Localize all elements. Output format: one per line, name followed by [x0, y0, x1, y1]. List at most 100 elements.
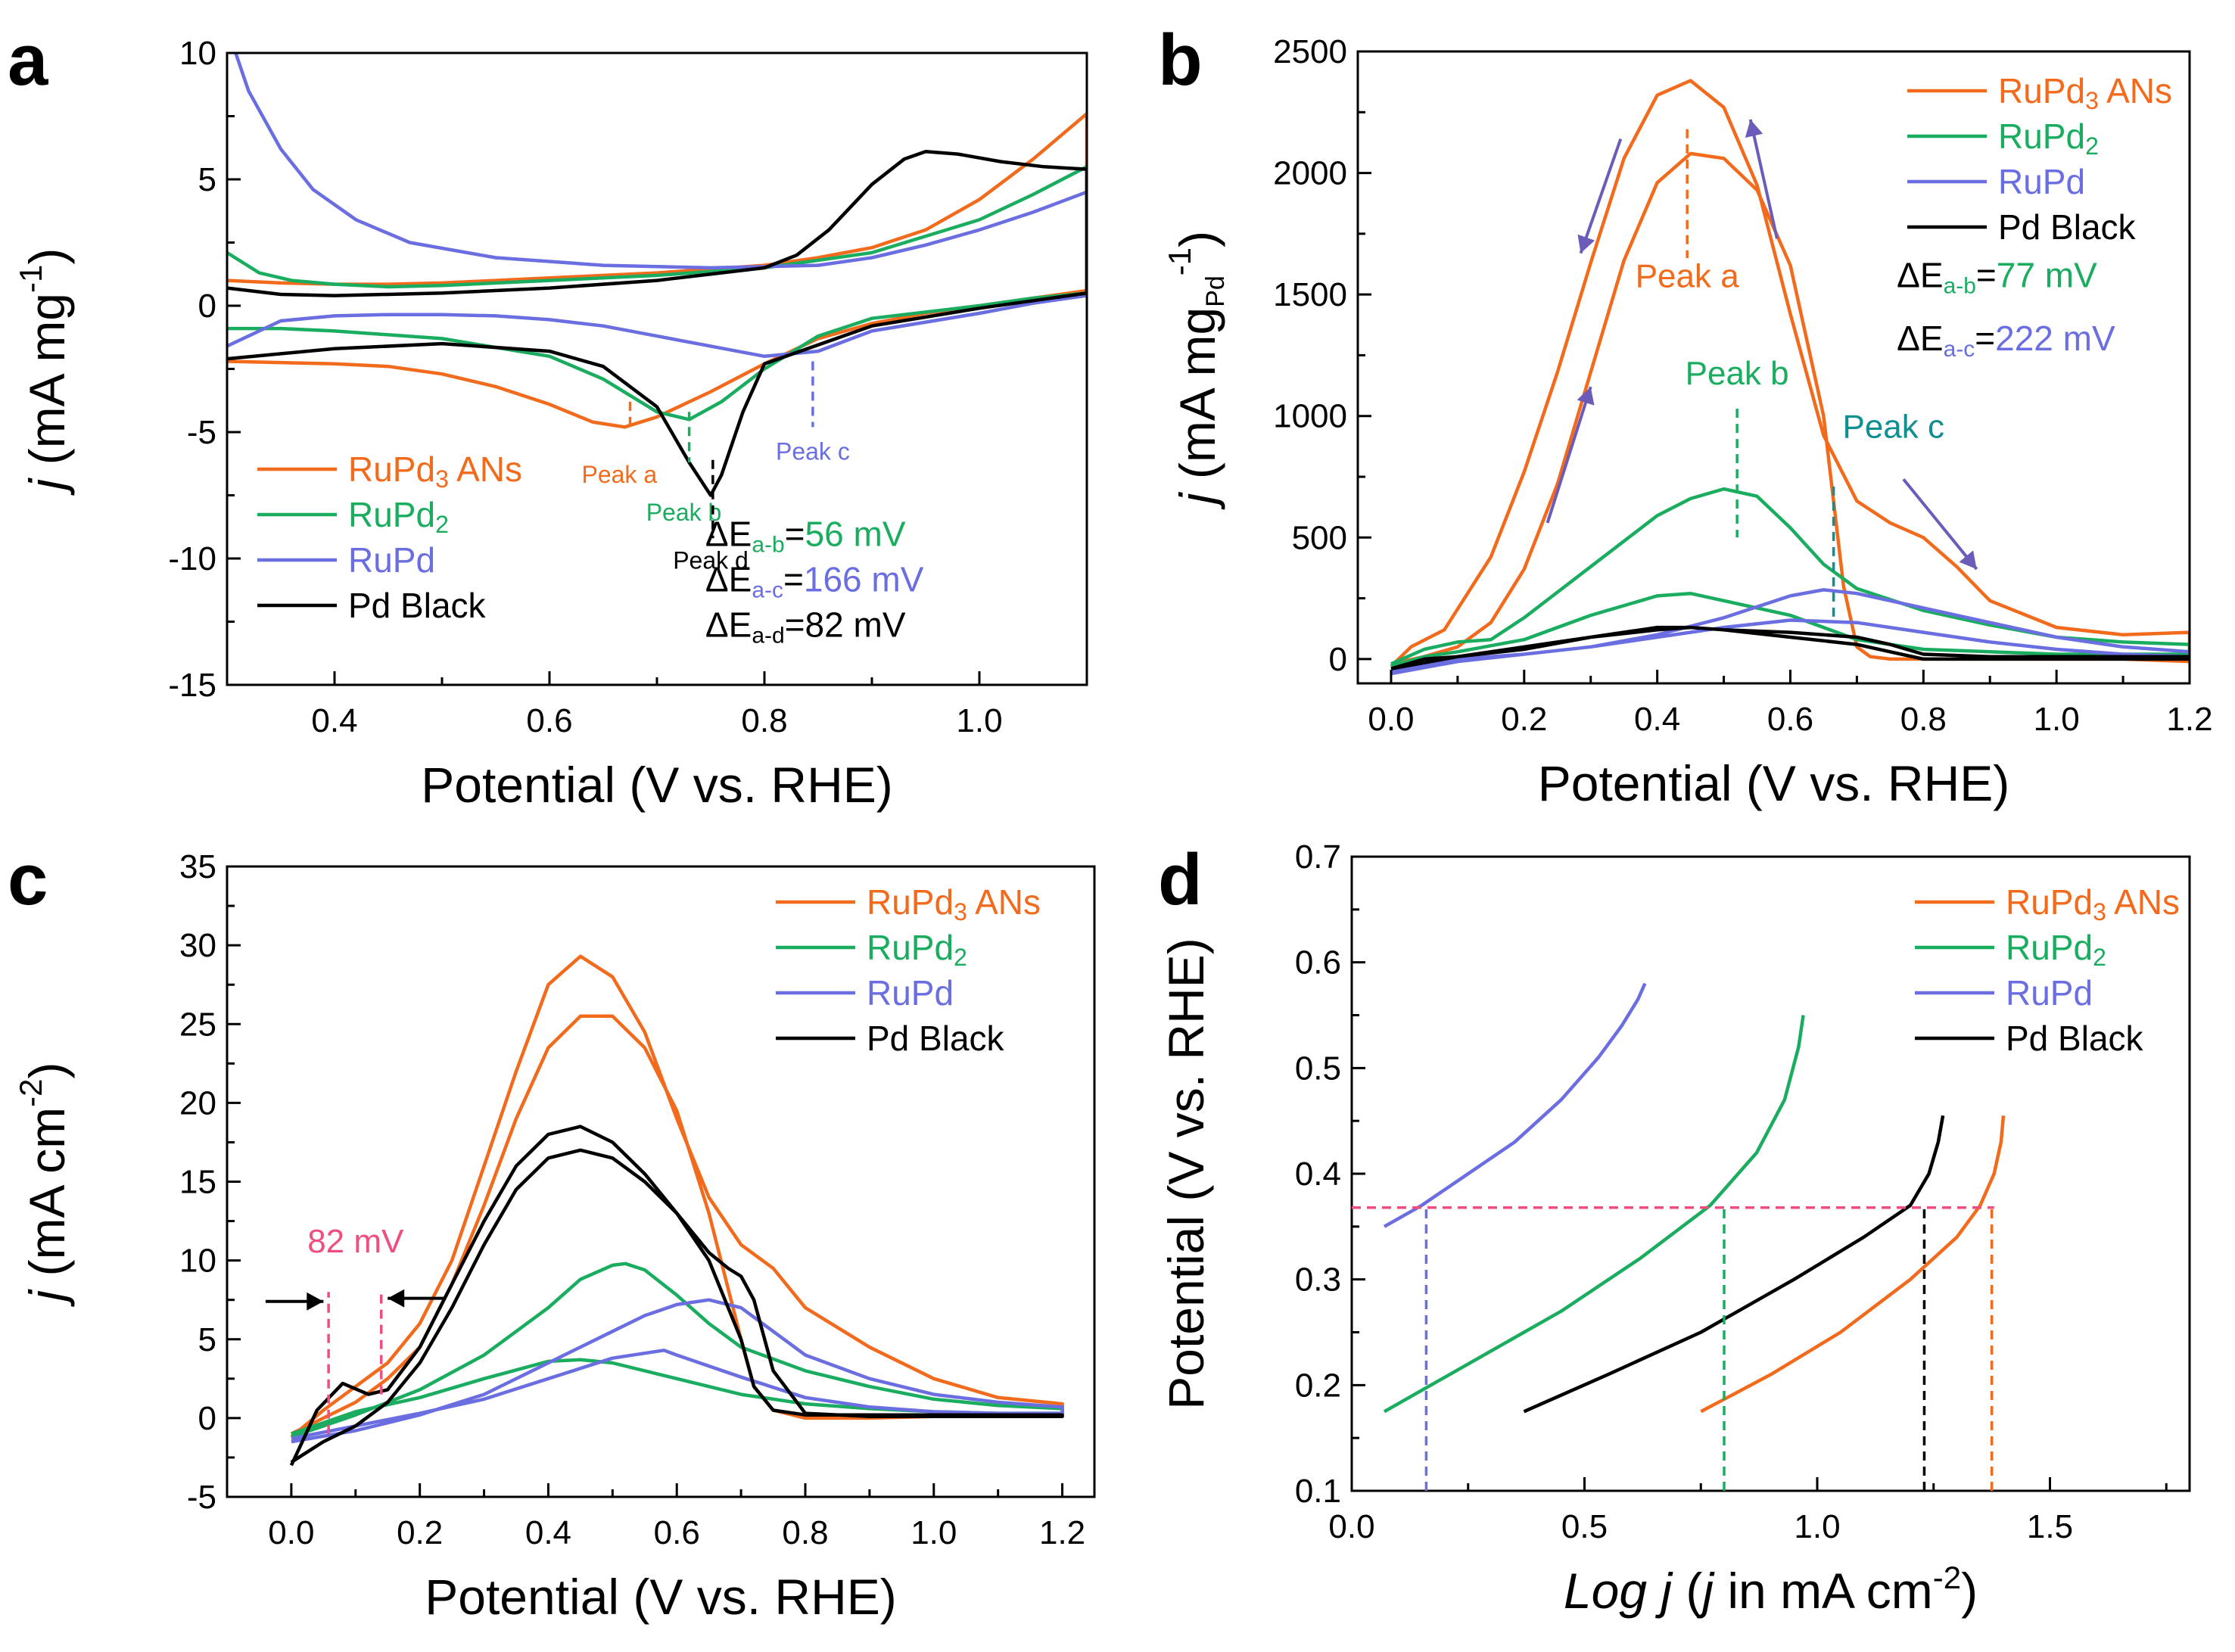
- y-tick-label: 30: [179, 927, 216, 964]
- y-tick-label: 0.1: [1295, 1473, 1341, 1510]
- delta-sub: a-b: [752, 532, 784, 557]
- x-tick-label: 0.8: [782, 1514, 828, 1551]
- y-tick-label: 35: [179, 848, 216, 885]
- y-axis-label: j (mA cm-2): [13, 1062, 75, 1307]
- delta-eq: =: [783, 559, 804, 599]
- y-tick-label: 0.7: [1295, 838, 1341, 876]
- x-tick-label: 0.0: [1328, 1508, 1374, 1545]
- y-tick-label: 0.4: [1295, 1156, 1341, 1193]
- annotation-label: 82 mV: [307, 1223, 404, 1260]
- delta-unit: mV: [2053, 319, 2115, 358]
- legend-sub: 2: [2085, 132, 2099, 160]
- legend-suffix: ANs: [967, 882, 1041, 922]
- y-label-close: ): [19, 1062, 75, 1078]
- panel-b: b 0.0 0.2 0.4 0.6 0.8 1.0 1.2 0 500 1000 1500 2000 25…: [1158, 20, 2213, 811]
- y-tick-label: 5: [198, 161, 216, 198]
- delta-sub: a-b: [1944, 274, 1976, 299]
- legend-entry: RuPd2: [348, 495, 449, 538]
- legend-sub: 2: [435, 511, 449, 538]
- y-tick-label: 10: [179, 35, 216, 72]
- y-label-sup: -1: [1162, 247, 1197, 275]
- series-line-rupd: [291, 1298, 1064, 1444]
- delta-unit: mV: [844, 514, 906, 553]
- y-tick-label: 15: [179, 1164, 216, 1201]
- legend-name: Pd Black: [1998, 207, 2137, 247]
- delta-annotation: ΔEa-d=82 mV: [705, 605, 906, 649]
- legend-name: RuPd: [2006, 973, 2093, 1013]
- series-line-rupd3-ans: [1390, 79, 2190, 668]
- y-tick-label: -15: [168, 667, 216, 704]
- y-tick-label: 25: [179, 1006, 216, 1043]
- delta-value: 166: [804, 559, 862, 599]
- y-tick-label: 0: [1329, 641, 1347, 678]
- panel-label: d: [1158, 839, 1203, 920]
- delta-sub: a-d: [752, 624, 784, 649]
- y-label-j: j: [19, 1289, 75, 1308]
- y-label-text: Potential (V vs. RHE): [1158, 938, 1214, 1410]
- x-tick-label: 0.5: [1561, 1508, 1608, 1545]
- x-label-close: ): [1961, 1563, 1978, 1619]
- annotation-label: Peak b: [1686, 355, 1789, 392]
- y-label-close: ): [1169, 231, 1225, 247]
- series-group: [289, 954, 1064, 1467]
- y-label-units: (mA mg: [1169, 307, 1225, 493]
- legend-entry: RuPd: [1998, 162, 2085, 201]
- series-line-rupd2: [1383, 1015, 1805, 1414]
- y-label-j: j: [19, 477, 75, 496]
- peak-label: Peak d: [673, 546, 749, 574]
- arrow-shaft: [1748, 119, 1779, 239]
- delta-eq: =: [785, 605, 805, 645]
- delta-lead: ΔE: [1897, 319, 1943, 358]
- series-line-rupd2: [1390, 487, 2190, 668]
- legend-entry: Pd Black: [348, 586, 487, 625]
- y-label-sub: Pd: [1201, 275, 1230, 307]
- legend-sub: 3: [2093, 898, 2106, 926]
- legend-name: Pd Black: [867, 1019, 1005, 1058]
- legend-sub: 2: [2093, 944, 2106, 971]
- delta-eq: =: [785, 514, 805, 553]
- y-axis-label: j (mA mg-1): [13, 248, 75, 496]
- y-tick-label: -5: [187, 1479, 216, 1516]
- delta-eq: =: [1976, 256, 1997, 295]
- y-tick-label: -5: [187, 414, 216, 451]
- x-tick-label: 0.4: [525, 1514, 571, 1551]
- series-line-rupd: [1383, 982, 1647, 1228]
- x-label-paren: (: [1672, 1563, 1702, 1619]
- x-tick-label: 0.6: [1767, 701, 1813, 738]
- y-axis-label: j (mA mgPd-1): [1162, 231, 1230, 510]
- x-tick-label: 1.0: [956, 702, 1002, 739]
- delta-annotation: ΔEa-b=56 mV: [705, 514, 906, 557]
- legend-suffix: ANs: [449, 450, 522, 489]
- legend-entry: RuPd2: [867, 928, 967, 971]
- x-tick-label: 1.2: [1039, 1514, 1085, 1551]
- x-axis-label: Log j (j in mA cm-2): [1564, 1560, 1978, 1619]
- x-tick-label: 0.8: [1900, 701, 1947, 738]
- y-tick-label: 0: [198, 1400, 216, 1437]
- y-label-sup: -1: [13, 265, 48, 293]
- series-line-pd-black: [289, 1125, 1064, 1467]
- legend-name: RuPd: [2006, 928, 2093, 967]
- x-tick-label: 0.8: [741, 702, 787, 739]
- delta-lead: ΔE: [705, 605, 752, 645]
- legend-entry: Pd Black: [2006, 1019, 2144, 1058]
- series-group: [1383, 982, 2006, 1414]
- legend-name: RuPd: [348, 450, 435, 489]
- x-tick-label: 0.2: [1501, 701, 1547, 738]
- series-line-pd-black: [227, 150, 1087, 497]
- x-axis-label: Potential (V vs. RHE): [1538, 755, 2010, 811]
- series-line-pd-black: [1390, 625, 2190, 670]
- delta-unit: mV: [844, 605, 906, 645]
- legend-entry: RuPd3 ANs: [2006, 882, 2180, 926]
- series-line-rupd2: [227, 165, 1087, 422]
- legend-name: RuPd: [1998, 117, 2085, 156]
- legend-name: RuPd: [348, 540, 435, 580]
- plot-frame: [1356, 50, 2191, 685]
- y-tick-label: 2000: [1273, 155, 1347, 192]
- y-tick-label: 1000: [1273, 398, 1347, 435]
- legend-sub: 3: [2085, 87, 2099, 114]
- x-tick-label: 0.4: [1634, 701, 1680, 738]
- x-tick-label: 0.0: [1368, 701, 1414, 738]
- legend-name: RuPd: [867, 928, 954, 967]
- legend-sub: 3: [435, 465, 449, 493]
